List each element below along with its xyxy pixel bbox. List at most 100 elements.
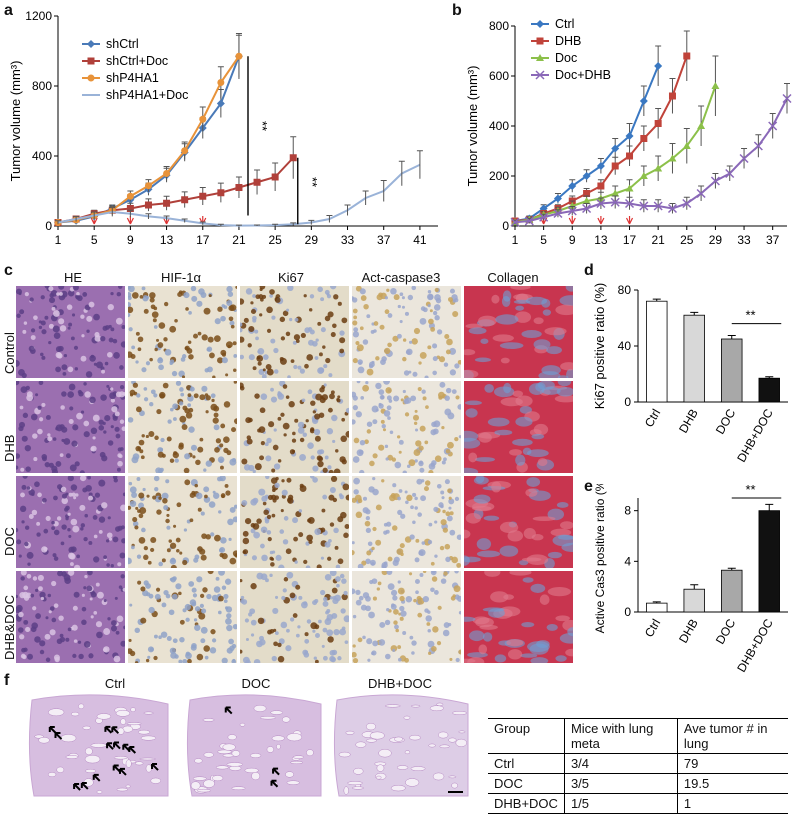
cell-nucleus xyxy=(117,447,122,452)
cell-nucleus xyxy=(150,536,157,544)
legend-marker xyxy=(87,74,95,82)
cell-nucleus xyxy=(118,286,123,289)
cell-nucleus xyxy=(352,404,358,411)
cell-nucleus xyxy=(339,348,345,354)
cell-nucleus xyxy=(120,574,125,579)
cell-nucleus xyxy=(245,659,251,663)
data-point xyxy=(181,147,189,155)
cell-nucleus xyxy=(214,318,221,325)
cell-nucleus xyxy=(401,296,405,300)
cell-nucleus xyxy=(260,440,265,446)
cell-nucleus xyxy=(409,572,413,576)
cell-nucleus xyxy=(24,292,29,297)
cell-nucleus xyxy=(71,624,78,631)
tissue-fiber xyxy=(532,516,556,521)
airway xyxy=(286,733,303,742)
cell-nucleus xyxy=(107,303,114,311)
cell-nucleus xyxy=(424,480,431,486)
cell-nucleus xyxy=(364,520,371,527)
data-point xyxy=(639,97,648,105)
metastasis-arrow xyxy=(104,725,113,734)
cell-nucleus xyxy=(57,484,63,490)
cell-nucleus xyxy=(143,308,149,314)
cell-nucleus xyxy=(72,525,80,533)
data-point xyxy=(696,188,706,199)
cell-nucleus xyxy=(312,340,318,347)
cell-nucleus xyxy=(404,412,410,417)
y-tick-label: 200 xyxy=(489,169,509,183)
cell-nucleus xyxy=(417,597,425,605)
cell-nucleus xyxy=(285,395,290,399)
cell-nucleus xyxy=(79,470,85,473)
cell-nucleus xyxy=(333,294,339,300)
cell-nucleus xyxy=(392,595,398,601)
data-point xyxy=(235,184,243,191)
cell-nucleus xyxy=(240,598,245,604)
cell-nucleus xyxy=(442,629,450,637)
cell-nucleus xyxy=(224,606,229,610)
cell-nucleus xyxy=(53,556,59,561)
cell-nucleus xyxy=(110,425,114,429)
cell-nucleus xyxy=(386,395,392,401)
airway xyxy=(432,772,445,781)
cell-nucleus xyxy=(19,591,26,599)
cell-nucleus xyxy=(141,286,146,291)
cell-nucleus xyxy=(366,314,371,319)
cell-nucleus xyxy=(92,515,98,520)
cell-nucleus xyxy=(365,527,372,533)
cell-nucleus xyxy=(352,456,360,463)
y-axis-label: Tumor volume (mm³) xyxy=(465,66,480,187)
cell-nucleus xyxy=(187,393,192,398)
cell-nucleus xyxy=(22,412,29,418)
cell-nucleus xyxy=(22,476,28,479)
cell-nucleus xyxy=(227,518,234,526)
cell-nucleus xyxy=(397,304,401,309)
cell-nucleus xyxy=(245,288,253,295)
cell-nucleus xyxy=(434,520,438,524)
cell-nucleus xyxy=(213,586,221,593)
cell-nucleus xyxy=(339,628,347,636)
cell-nucleus xyxy=(329,487,336,494)
cell-nucleus xyxy=(52,310,60,317)
cell-nucleus xyxy=(184,345,190,351)
data-point xyxy=(626,152,634,160)
cell-nucleus xyxy=(189,386,195,392)
cell-nucleus xyxy=(153,634,158,639)
cell-nucleus xyxy=(205,395,211,401)
cell-nucleus xyxy=(260,526,268,534)
cell-nucleus xyxy=(433,590,439,595)
tissue-fiber xyxy=(471,505,492,511)
cell-nucleus xyxy=(341,317,348,324)
cell-nucleus xyxy=(122,492,125,497)
airway xyxy=(394,736,404,742)
cell-nucleus xyxy=(65,516,69,521)
cell-nucleus xyxy=(393,620,398,625)
cell-nucleus xyxy=(241,499,248,506)
cell-nucleus xyxy=(108,324,112,329)
cell-nucleus xyxy=(420,306,426,311)
x-tick-label: DOC xyxy=(713,616,739,646)
cell-nucleus xyxy=(192,455,196,459)
cell-nucleus xyxy=(223,593,229,600)
cell-nucleus xyxy=(96,631,103,639)
tissue-fiber xyxy=(533,423,549,436)
tissue-fiber xyxy=(499,342,524,349)
cell-nucleus xyxy=(150,547,155,553)
cell-nucleus xyxy=(411,651,415,655)
cell-nucleus xyxy=(53,603,59,608)
cell-nucleus xyxy=(47,593,52,598)
metastasis-arrow xyxy=(48,725,57,734)
cell-nucleus xyxy=(294,560,298,564)
cell-nucleus xyxy=(187,658,192,663)
cell-nucleus xyxy=(19,634,25,640)
cell-nucleus xyxy=(414,496,418,501)
cell-nucleus xyxy=(419,317,427,325)
cell-nucleus xyxy=(428,318,434,325)
cell-nucleus xyxy=(272,607,279,614)
cell-nucleus xyxy=(446,338,453,346)
cell-nucleus xyxy=(274,297,281,303)
treatment-arrow xyxy=(597,216,605,225)
legend-label: shCtrl+Doc xyxy=(106,54,168,68)
cell-nucleus xyxy=(398,439,404,445)
cell-nucleus xyxy=(277,391,283,398)
